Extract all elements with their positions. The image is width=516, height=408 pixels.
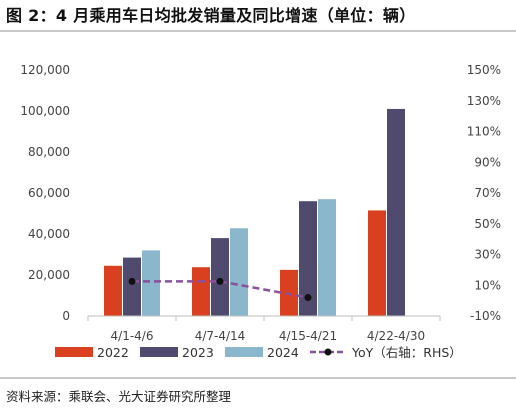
bar-2023-4/22-4/30 [387,108,405,316]
y-right-tick-label: -10% [470,309,501,323]
yoy-point-4/7-4/14 [216,277,224,285]
x-tick-label: 4/1-4/6 [111,329,154,343]
y-right-tick-label: 10% [474,278,501,292]
bar-2022-4/22-4/30 [368,210,386,316]
legend-label-yoy: YoY（右轴：RHS） [351,345,462,360]
y-right-tick-label: 90% [474,155,501,169]
chart-area: 020,00040,00060,00080,000100,000120,000 … [20,63,501,360]
title-divider [0,30,516,32]
chart-title: 图 2：4 月乘用车日均批发销量及同比增速（单位：辆） [6,6,416,25]
source-note: 资料来源：乘联会、光大证券研究所整理 [6,389,232,404]
y-left-tick-label: 120,000 [20,63,70,77]
bar-2024-4/7-4/14 [230,228,248,316]
y-right-tick-label: 130% [467,94,501,108]
legend-label-2022: 2022 [97,345,129,360]
bar-2022-4/1-4/6 [104,265,122,316]
y-left-tick-label: 40,000 [28,227,70,241]
legend-swatch-2022 [55,347,93,357]
yoy-point-4/15-4/21 [304,294,312,302]
bar-2024-4/15-4/21 [318,199,336,316]
bar-2023-4/1-4/6 [123,257,141,316]
y-left-tick-label: 60,000 [28,186,70,200]
y-right-tick-label: 50% [474,217,501,231]
y-right-tick-label: 110% [467,125,501,139]
y-left-tick-label: 80,000 [28,145,70,159]
y-right-tick-label: 70% [474,186,501,200]
y-left-tick-label: 100,000 [20,104,70,118]
y-left-tick-label: 20,000 [28,268,70,282]
y-right-tick-label: 30% [474,248,501,262]
legend-label-2024: 2024 [267,345,299,360]
bar-2024-4/1-4/6 [142,250,160,316]
bar-2023-4/7-4/14 [211,238,229,316]
y-right-tick-label: 150% [467,63,501,77]
y-left-tick-label: 0 [62,309,70,323]
x-tick-label: 4/7-4/14 [195,329,246,343]
legend-marker-yoy [324,348,332,356]
legend-label-2023: 2023 [182,345,214,360]
bar-2022-4/7-4/14 [192,267,210,316]
legend-swatch-2023 [140,347,178,357]
x-tick-label: 4/22-4/30 [367,329,425,343]
yoy-point-4/1-4/6 [128,277,136,285]
bar-2023-4/15-4/21 [299,201,317,316]
footer-divider [0,377,516,379]
legend-swatch-2024 [225,347,263,357]
x-tick-label: 4/15-4/21 [279,329,337,343]
